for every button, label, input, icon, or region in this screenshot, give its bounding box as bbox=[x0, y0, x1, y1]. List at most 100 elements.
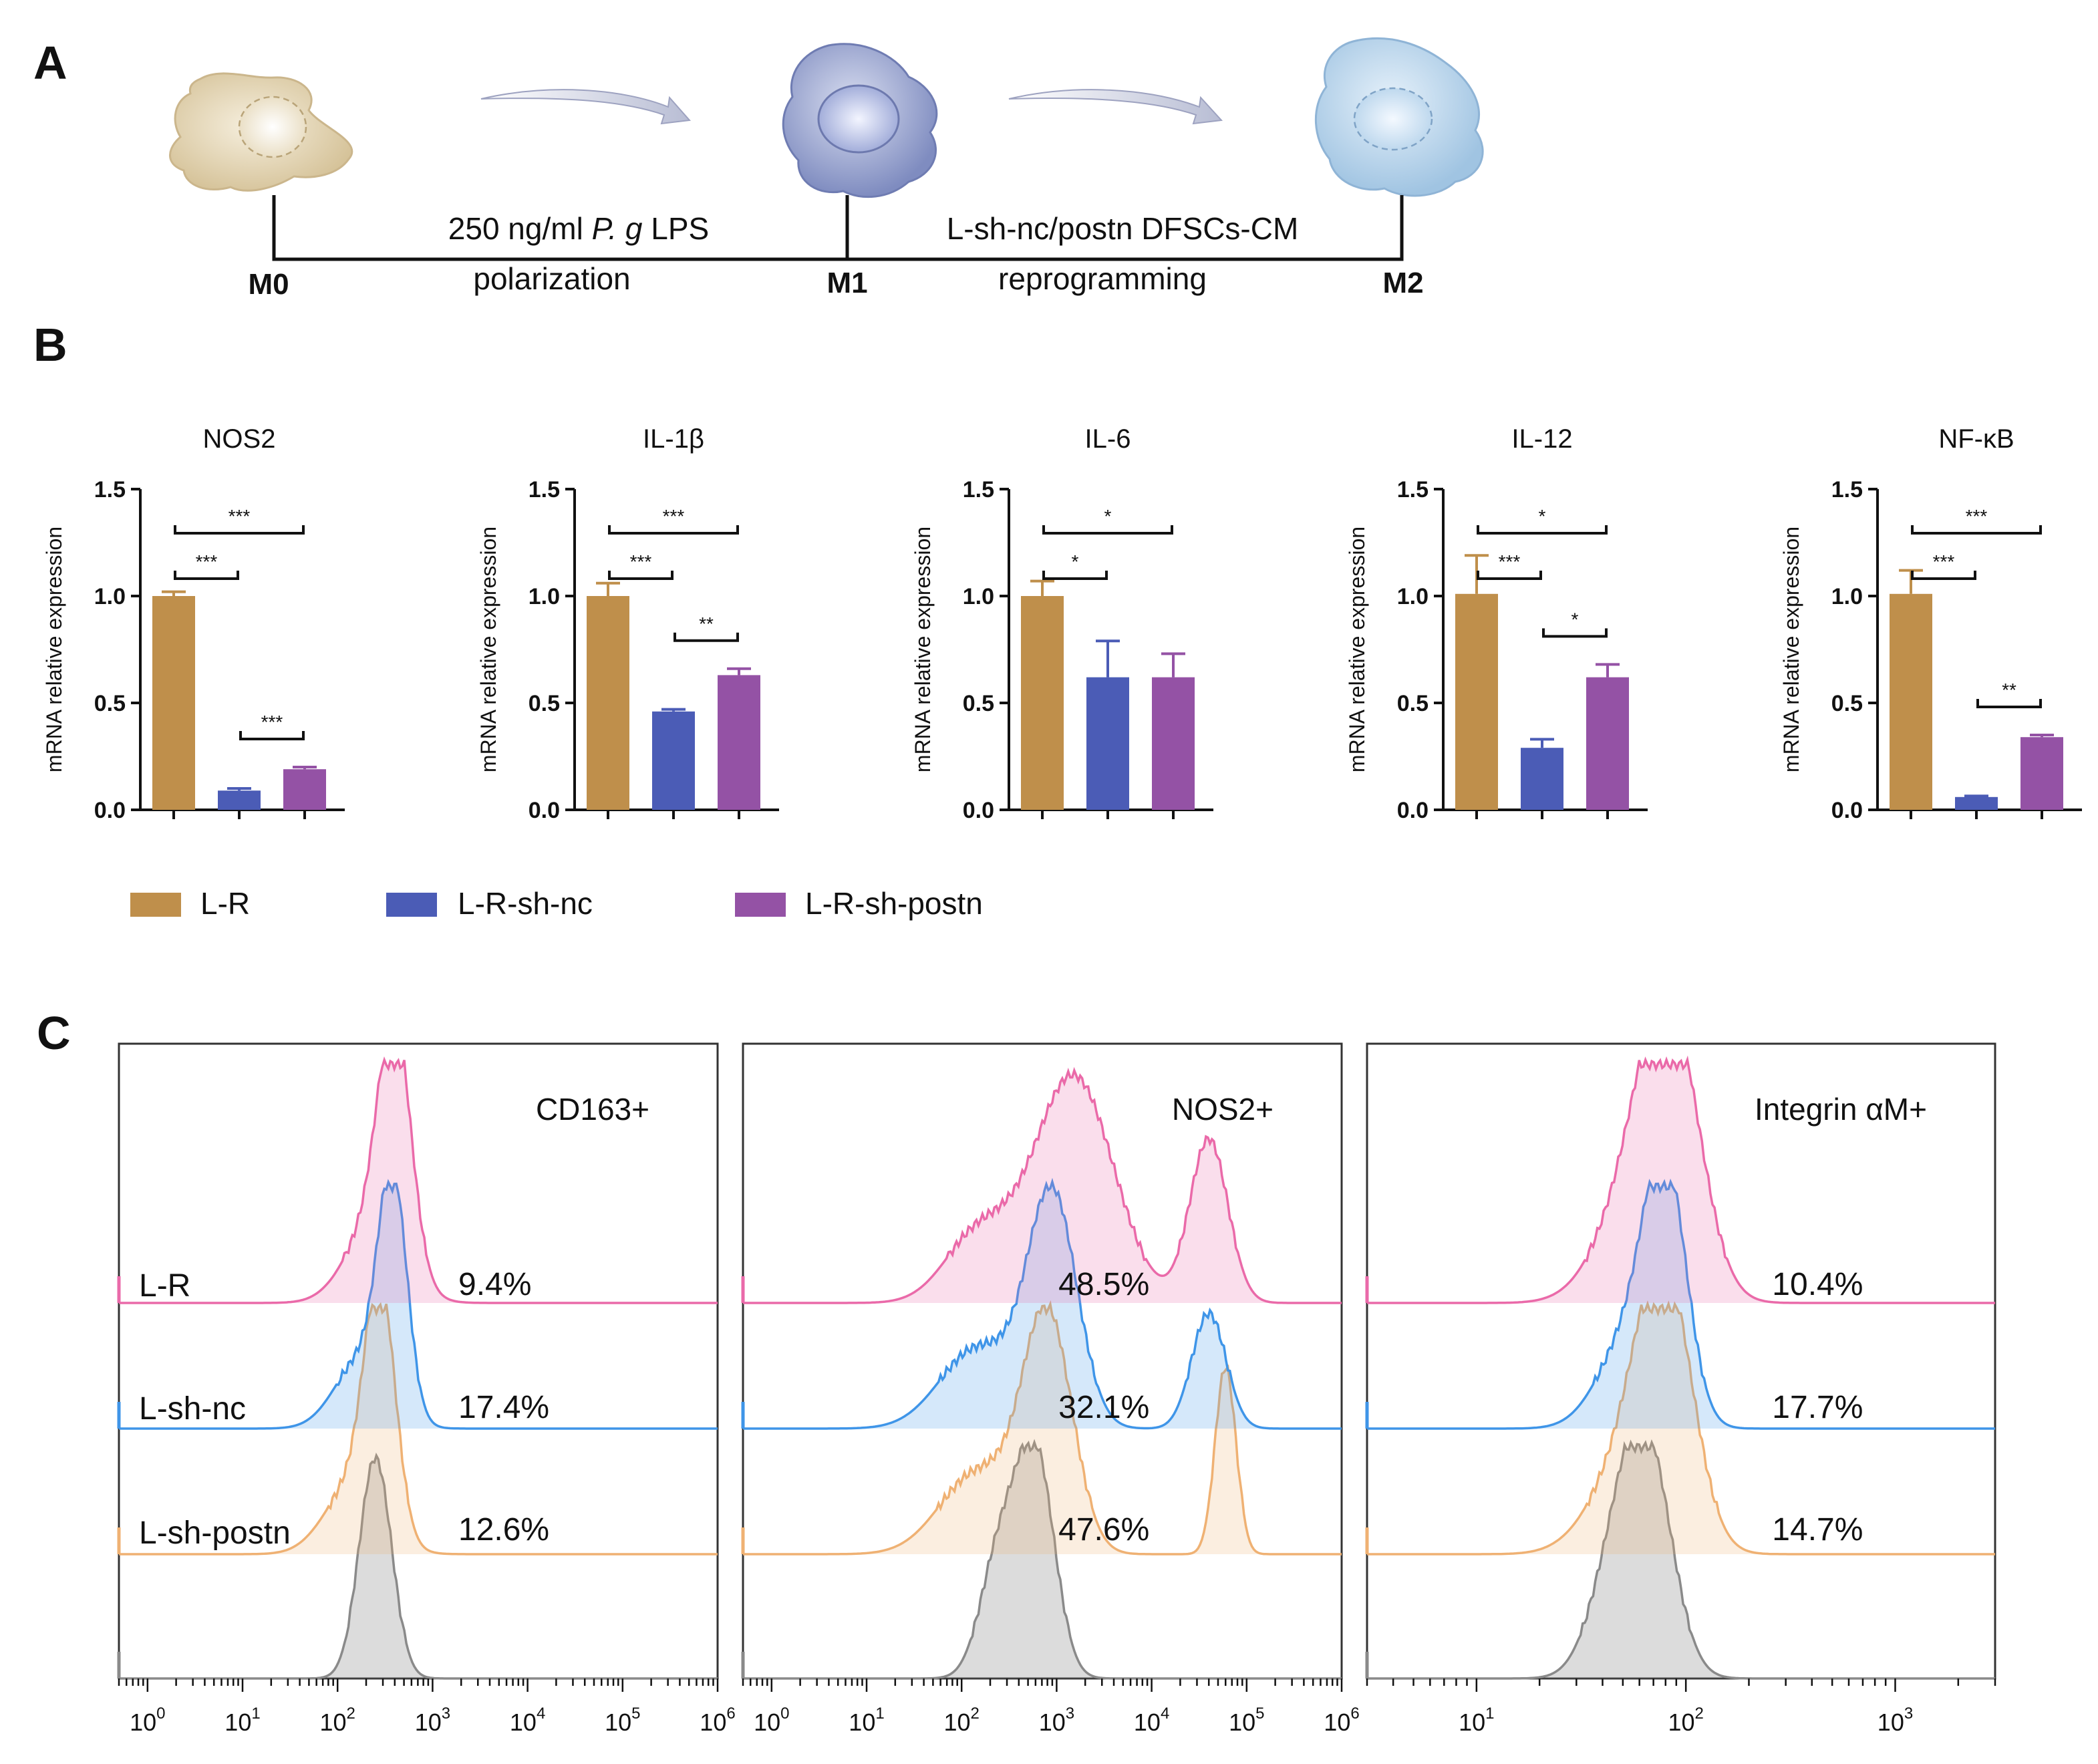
tick-base: 10 bbox=[1878, 1709, 1904, 1736]
significance-label: * bbox=[1072, 551, 1079, 572]
tick-base: 10 bbox=[320, 1709, 347, 1736]
y-tick-label: 0.0 bbox=[963, 798, 994, 823]
bar-l-r-sh-nc bbox=[1086, 677, 1129, 810]
flow-plot-frame bbox=[118, 1042, 719, 1680]
tick-base: 10 bbox=[849, 1709, 875, 1736]
y-tick-label: 0.0 bbox=[1831, 798, 1863, 823]
x-tick-label: 104 bbox=[510, 1705, 545, 1736]
step1-label: polarization bbox=[473, 261, 630, 296]
x-tick-label: 106 bbox=[700, 1705, 735, 1736]
tick-exponent: 0 bbox=[156, 1705, 165, 1723]
tick-exponent: 3 bbox=[442, 1705, 450, 1723]
y-tick-label: 0.0 bbox=[529, 798, 560, 823]
flow-marker-title: CD163+ bbox=[536, 1092, 649, 1127]
x-tick-label: 100 bbox=[130, 1705, 165, 1736]
bar-l-r-sh-postn bbox=[2020, 737, 2063, 810]
bar-chart-1: IL-1β mRNA relative expression 0.0 0.5 1.0 1.… bbox=[476, 424, 779, 823]
tick-exponent: 3 bbox=[1066, 1705, 1074, 1723]
significance-bracket bbox=[1477, 525, 1608, 535]
tick-base: 10 bbox=[1039, 1709, 1066, 1736]
histogram-line-l-r bbox=[743, 1066, 1342, 1304]
significance-bracket bbox=[1911, 571, 1976, 580]
bar-chart-2: IL-6 mRNA relative expression 0.0 0.5 1.0 1.5… bbox=[911, 424, 1213, 823]
tick-exponent: 2 bbox=[347, 1705, 355, 1723]
m0-nucleus bbox=[238, 96, 307, 158]
significance-bracket bbox=[239, 731, 305, 740]
histogram-line-l-sh-nc bbox=[1367, 1178, 1995, 1430]
legend-label-l-r-sh-postn: L-R-sh-postn bbox=[805, 886, 983, 921]
arrow-2-icon bbox=[1008, 89, 1223, 125]
flow-percentage: 14.7% bbox=[1772, 1512, 1863, 1548]
tick-base: 10 bbox=[1668, 1709, 1694, 1736]
flow-percentage: 10.4% bbox=[1772, 1267, 1863, 1302]
bar-l-r-sh-postn bbox=[283, 769, 326, 810]
bar-l-r bbox=[1455, 593, 1498, 810]
y-tick-label: 0.5 bbox=[94, 691, 126, 716]
tick-base: 10 bbox=[605, 1709, 631, 1736]
significance-bracket bbox=[608, 571, 673, 580]
chart-title: NOS2 bbox=[203, 424, 276, 454]
x-tick-label: 101 bbox=[224, 1705, 260, 1736]
legend-label-l-r-sh-nc: L-R-sh-nc bbox=[458, 886, 593, 921]
step2-label: reprogramming bbox=[998, 261, 1207, 296]
tick-exponent: 4 bbox=[537, 1705, 545, 1723]
significance-bracket bbox=[174, 571, 239, 580]
tick-base: 10 bbox=[1324, 1709, 1350, 1736]
x-tick-label: 103 bbox=[1878, 1705, 1913, 1736]
timeline bbox=[272, 195, 1404, 261]
histogram-line-l-sh-nc bbox=[119, 1179, 718, 1430]
x-tick-label: 102 bbox=[944, 1705, 980, 1736]
y-tick-label: 1.5 bbox=[963, 477, 994, 502]
stage-m0: M0 bbox=[248, 268, 289, 301]
significance-bracket bbox=[673, 632, 739, 642]
bar-charts: NOS2 mRNA relative expression 0.0 0.5 1.0 1.5… bbox=[42, 424, 2082, 823]
bar-l-r-sh-postn bbox=[718, 675, 760, 810]
y-tick-label: 1.0 bbox=[1397, 584, 1429, 609]
panel-label-b: B bbox=[33, 319, 67, 371]
significance-bracket bbox=[1911, 525, 2042, 535]
histogram-fill-l-r bbox=[743, 1070, 1342, 1303]
tick-exponent: 2 bbox=[971, 1705, 980, 1723]
x-tick-label: 105 bbox=[605, 1705, 640, 1736]
significance-bracket bbox=[174, 525, 305, 535]
y-tick-label: 1.5 bbox=[1831, 477, 1863, 502]
y-tick-label: 1.5 bbox=[94, 477, 126, 502]
histogram-line-l-sh-nc bbox=[743, 1177, 1342, 1430]
stage-m2: M2 bbox=[1382, 267, 1423, 299]
histogram-fill-l-sh-postn bbox=[1367, 1304, 1995, 1554]
tick-base: 10 bbox=[415, 1709, 442, 1736]
y-tick-label: 1.0 bbox=[529, 584, 560, 609]
histogram-fill-l-r bbox=[119, 1060, 718, 1303]
tick-exponent: 0 bbox=[780, 1705, 789, 1723]
arrow-1-icon bbox=[480, 89, 692, 125]
histogram-line-l-r bbox=[119, 1056, 718, 1304]
flow-panel-1: NOS2+48.5%32.1%47.6%100 101 102 103 104 105 10… bbox=[741, 1042, 1360, 1736]
y-tick-label: 0.5 bbox=[1397, 691, 1429, 716]
histogram-line-control bbox=[1367, 1439, 1995, 1680]
legend-label-l-r: L-R bbox=[200, 886, 250, 921]
chart-title: IL-12 bbox=[1511, 424, 1572, 454]
legend-swatch-l-r bbox=[130, 893, 181, 917]
x-tick-label: 106 bbox=[1324, 1705, 1359, 1736]
y-tick-label: 0.5 bbox=[963, 691, 994, 716]
x-tick-label: 103 bbox=[415, 1705, 450, 1736]
histogram-line-l-sh-postn bbox=[1367, 1300, 1995, 1556]
tick-exponent: 2 bbox=[1695, 1705, 1704, 1723]
significance-bracket bbox=[1976, 699, 2042, 708]
significance-label: *** bbox=[261, 712, 283, 732]
x-tick-label: 101 bbox=[849, 1705, 884, 1736]
bar-l-r-sh-postn bbox=[1152, 677, 1195, 810]
tick-base: 10 bbox=[130, 1709, 156, 1736]
chart-title: IL-1β bbox=[643, 424, 704, 454]
step1-species: P. g bbox=[592, 211, 643, 246]
tick-base: 10 bbox=[944, 1709, 971, 1736]
tick-base: 10 bbox=[1134, 1709, 1161, 1736]
flow-percentage: 48.5% bbox=[1058, 1267, 1149, 1302]
x-tick-label: 104 bbox=[1134, 1705, 1169, 1736]
bar-l-r bbox=[152, 596, 195, 810]
tick-exponent: 1 bbox=[251, 1705, 260, 1723]
y-tick-label: 1.0 bbox=[94, 584, 126, 609]
y-axis-label: mRNA relative expression bbox=[1345, 527, 1369, 772]
flow-marker-title: Integrin αM+ bbox=[1755, 1092, 1927, 1127]
significance-bracket bbox=[1477, 571, 1542, 580]
